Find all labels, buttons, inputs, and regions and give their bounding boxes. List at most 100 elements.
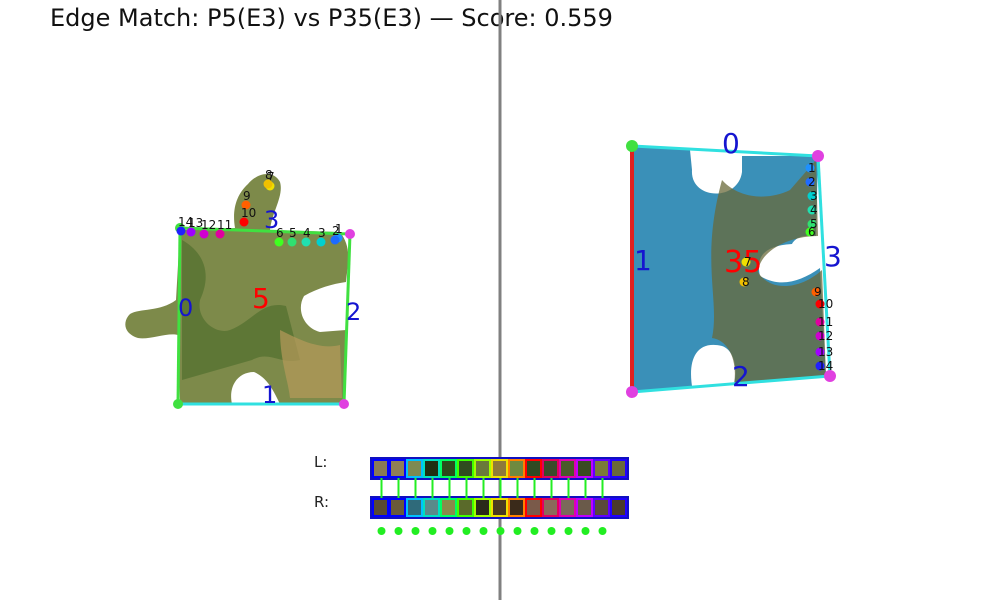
match-dot bbox=[394, 527, 403, 535]
match-dot bbox=[581, 527, 590, 535]
left-edge-point bbox=[301, 237, 311, 247]
right-swatch bbox=[423, 498, 440, 517]
left-swatch bbox=[508, 459, 525, 478]
match-dot bbox=[445, 527, 454, 535]
right-edge-point bbox=[815, 317, 825, 327]
match-dot bbox=[411, 527, 420, 535]
right-point-label: 11 bbox=[818, 315, 833, 329]
left-edge-point bbox=[176, 226, 186, 236]
right-swatch bbox=[440, 498, 457, 517]
right-swatch bbox=[576, 498, 593, 517]
right-edge-point bbox=[805, 177, 815, 187]
left-edge-label-2: 2 bbox=[346, 298, 361, 326]
left-edge-point bbox=[330, 235, 340, 245]
left-swatch bbox=[525, 459, 542, 478]
right-point-label: 3 bbox=[810, 189, 818, 203]
left-point-label: 6 bbox=[276, 226, 284, 240]
right-edge-label-2: 2 bbox=[732, 360, 750, 393]
right-point-label: 1 bbox=[808, 161, 816, 175]
left-point-label: 9 bbox=[243, 189, 251, 203]
match-dot bbox=[496, 527, 505, 535]
left-swatch bbox=[610, 459, 627, 478]
right-edge-point bbox=[815, 361, 825, 371]
left-edge-point bbox=[316, 237, 326, 247]
left-swatch bbox=[576, 459, 593, 478]
left-swatch bbox=[406, 459, 423, 478]
left-piece-texture-2 bbox=[280, 330, 342, 398]
right-point-label: 8 bbox=[742, 275, 750, 289]
left-edge-point bbox=[239, 217, 249, 227]
left-swatch bbox=[389, 459, 406, 478]
left-edge-2 bbox=[342, 233, 352, 405]
right-edge-point bbox=[805, 227, 815, 237]
left-point-label: 10 bbox=[241, 206, 256, 220]
right-edge-point bbox=[739, 277, 749, 287]
match-dot bbox=[377, 527, 386, 535]
right-point-label: 6 bbox=[808, 225, 816, 239]
match-dot bbox=[598, 527, 607, 535]
right-edge-2 bbox=[631, 374, 831, 394]
left-edge-point bbox=[241, 200, 251, 210]
right-point-label: 2 bbox=[808, 175, 816, 189]
right-edge-point bbox=[807, 219, 817, 229]
left-corner bbox=[173, 399, 183, 409]
left-edge-label-3: 3 bbox=[264, 206, 279, 234]
left-edge-point bbox=[215, 229, 225, 239]
right-swatch bbox=[491, 498, 508, 517]
left-edge-point bbox=[186, 227, 196, 237]
right-swatch bbox=[542, 498, 559, 517]
left-edge-point bbox=[199, 229, 209, 239]
right-edge-point bbox=[815, 331, 825, 341]
right-point-label: 14 bbox=[818, 359, 833, 373]
right-point-label: 10 bbox=[818, 297, 833, 311]
right-edge-0 bbox=[631, 144, 819, 158]
left-edge-label-0: 0 bbox=[178, 294, 193, 322]
left-swatch bbox=[372, 459, 389, 478]
right-edge-point bbox=[815, 347, 825, 357]
left-point-label: 8 bbox=[265, 168, 273, 182]
right-point-label: 7 bbox=[744, 255, 752, 269]
page-title: Edge Match: P5(E3) vs P35(E3) — Score: 0… bbox=[50, 4, 613, 32]
left-edge-0 bbox=[176, 229, 182, 405]
right-swatch bbox=[474, 498, 491, 517]
left-swatch bbox=[559, 459, 576, 478]
left-point-label: 5 bbox=[289, 226, 297, 240]
match-dot bbox=[479, 527, 488, 535]
match-dot bbox=[513, 527, 522, 535]
right-swatch bbox=[389, 498, 406, 517]
right-corner bbox=[626, 386, 638, 398]
right-edge-point bbox=[811, 287, 821, 297]
left-swatch bbox=[474, 459, 491, 478]
right-corner bbox=[626, 140, 638, 152]
right-edge-point bbox=[741, 257, 751, 267]
left-point-label: 7 bbox=[267, 170, 275, 184]
right-edge-point bbox=[807, 205, 817, 215]
right-swatch bbox=[457, 498, 474, 517]
right-edge-point bbox=[807, 191, 817, 201]
match-dot bbox=[462, 527, 471, 535]
left-swatch bbox=[542, 459, 559, 478]
left-swatch bbox=[440, 459, 457, 478]
right-swatch bbox=[406, 498, 423, 517]
left-edge-point bbox=[274, 237, 284, 247]
left-point-label: 12 bbox=[201, 218, 216, 232]
match-dot bbox=[530, 527, 539, 535]
left-swatch bbox=[457, 459, 474, 478]
left-point-label: 2 bbox=[332, 224, 340, 238]
right-edge-label-3: 3 bbox=[824, 240, 842, 273]
left-point-label: 1 bbox=[335, 222, 343, 236]
right-swatch bbox=[372, 498, 389, 517]
right-swatch bbox=[593, 498, 610, 517]
left-point-label: 3 bbox=[318, 226, 326, 240]
right-corner bbox=[812, 150, 824, 162]
right-edge-3 bbox=[816, 155, 832, 377]
match-dot bbox=[547, 527, 556, 535]
right-edge-point bbox=[805, 163, 815, 173]
left-swatch bbox=[593, 459, 610, 478]
right-swatch bbox=[508, 498, 525, 517]
left-edge-point bbox=[263, 179, 273, 189]
left-corner bbox=[339, 399, 349, 409]
left-point-label: 13 bbox=[188, 216, 203, 230]
